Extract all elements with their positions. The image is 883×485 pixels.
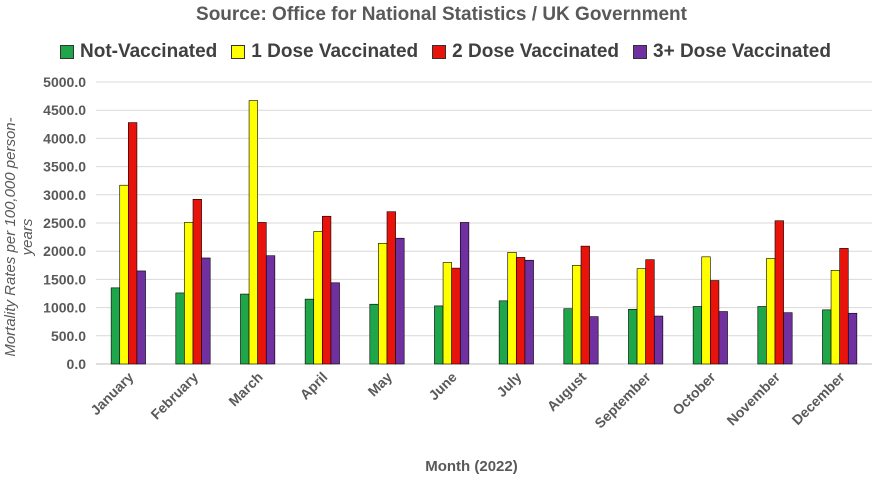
bar-2-dose-vaccinated-july: [516, 257, 526, 365]
bar-2-dose-vaccinated-august: [580, 245, 590, 365]
bar-not-vaccinated-april: [304, 298, 315, 365]
bar-1-dose-vaccinated-february: [184, 222, 194, 365]
bar-not-vaccinated-october: [692, 306, 703, 365]
bar-2-dose-vaccinated-april: [322, 215, 332, 365]
legend-swatch-2-dose: [432, 45, 447, 59]
legend-label-not-vaccinated: Not-Vaccinated: [80, 41, 218, 62]
y-tick-label: 3500.0: [43, 159, 86, 175]
x-tick-label: December: [789, 368, 849, 428]
y-tick-label: 2000.0: [43, 243, 86, 259]
bar-3-dose-vaccinated-may: [395, 237, 405, 365]
bar-not-vaccinated-december: [822, 309, 832, 365]
bar-1-dose-vaccinated-july: [507, 252, 517, 365]
bar-not-vaccinated-september: [628, 308, 638, 365]
x-tick-label: October: [669, 368, 719, 418]
y-tick-label: 0.0: [67, 356, 87, 372]
bar-2-dose-vaccinated-november: [774, 220, 784, 365]
y-axis-title: Mortality Rates per 100,000 person-years: [2, 117, 36, 357]
bar-1-dose-vaccinated-january: [119, 184, 129, 365]
bar-1-dose-vaccinated-may: [378, 243, 388, 365]
chart-subtitle: Source: Office for National Statistics /…: [196, 4, 687, 25]
bar-3-dose-vaccinated-june: [459, 222, 470, 365]
bar-3-dose-vaccinated-august: [589, 316, 599, 365]
legend-label-1-dose: 1 Dose Vaccinated: [251, 41, 419, 62]
x-tick-label: May: [365, 369, 396, 400]
x-tick-label: August: [544, 369, 590, 415]
bar-1-dose-vaccinated-march: [248, 100, 258, 365]
y-tick-label: 2500.0: [43, 215, 86, 231]
x-tick-label: January: [87, 369, 136, 418]
bar-not-vaccinated-november: [757, 306, 767, 365]
bar-1-dose-vaccinated-april: [313, 231, 323, 365]
bar-2-dose-vaccinated-june: [451, 267, 461, 365]
legend-item-not-vaccinated: Not-Vaccinated: [60, 41, 217, 63]
bar-3-dose-vaccinated-february: [201, 257, 211, 365]
bar-1-dose-vaccinated-november: [766, 258, 776, 365]
legend: Not-Vaccinated 1 Dose Vaccinated 2 Dose …: [60, 40, 860, 64]
y-tick-label: 500.0: [51, 328, 86, 344]
x-tick-label: July: [493, 369, 524, 400]
bar-1-dose-vaccinated-october: [701, 256, 711, 365]
bar-2-dose-vaccinated-march: [257, 222, 267, 365]
bar-1-dose-vaccinated-december: [830, 270, 840, 365]
y-tick-label: 5000.0: [43, 74, 86, 90]
x-tick-label: March: [225, 369, 265, 409]
legend-swatch-not-vaccinated: [60, 45, 74, 59]
legend-label-3-dose: 3+ Dose Vaccinated: [653, 41, 831, 62]
y-tick-label: 3000.0: [43, 187, 86, 203]
legend-swatch-1-dose: [231, 45, 246, 59]
x-tick-label: February: [147, 369, 201, 423]
bar-not-vaccinated-january: [110, 287, 121, 365]
bar-2-dose-vaccinated-september: [645, 259, 655, 365]
bar-not-vaccinated-february: [175, 292, 185, 365]
x-tick-label: September: [591, 368, 654, 431]
y-tick-label: 4500.0: [43, 102, 86, 118]
y-tick-label: 4000.0: [43, 130, 86, 146]
bar-not-vaccinated-may: [369, 303, 379, 365]
bar-not-vaccinated-august: [563, 308, 573, 365]
bar-1-dose-vaccinated-september: [636, 268, 646, 365]
bar-3-dose-vaccinated-september: [653, 315, 664, 365]
bar-2-dose-vaccinated-october: [710, 280, 720, 365]
x-axis-title: Month (2022): [425, 458, 518, 475]
bar-2-dose-vaccinated-january: [128, 122, 138, 365]
bar-2-dose-vaccinated-february: [192, 199, 202, 365]
bar-3-dose-vaccinated-march: [265, 255, 276, 365]
bar-3-dose-vaccinated-july: [524, 259, 534, 365]
bar-3-dose-vaccinated-november: [783, 312, 793, 365]
bar-2-dose-vaccinated-may: [386, 211, 396, 365]
x-tick-label: November: [723, 368, 783, 428]
bar-3-dose-vaccinated-april: [330, 282, 340, 365]
bar-2-dose-vaccinated-december: [839, 248, 849, 365]
legend-item-3-dose: 3+ Dose Vaccinated: [633, 41, 831, 63]
x-tick-label: June: [425, 369, 460, 404]
bar-not-vaccinated-march: [240, 293, 250, 365]
x-tick-label: April: [297, 369, 331, 403]
bar-not-vaccinated-june: [434, 305, 444, 365]
legend-item-1-dose: 1 Dose Vaccinated: [231, 41, 418, 63]
y-tick-label: 1500.0: [43, 271, 86, 287]
legend-label-2-dose: 2 Dose Vaccinated: [452, 41, 620, 62]
bar-1-dose-vaccinated-june: [442, 262, 452, 365]
bar-1-dose-vaccinated-august: [572, 264, 582, 365]
legend-item-2-dose: 2 Dose Vaccinated: [432, 41, 619, 63]
bar-not-vaccinated-july: [498, 300, 509, 365]
bar-3-dose-vaccinated-october: [718, 311, 728, 365]
y-tick-label: 1000.0: [43, 300, 86, 316]
legend-swatch-3-dose: [633, 45, 648, 59]
bar-3-dose-vaccinated-january: [136, 270, 146, 365]
bar-3-dose-vaccinated-december: [847, 312, 858, 365]
